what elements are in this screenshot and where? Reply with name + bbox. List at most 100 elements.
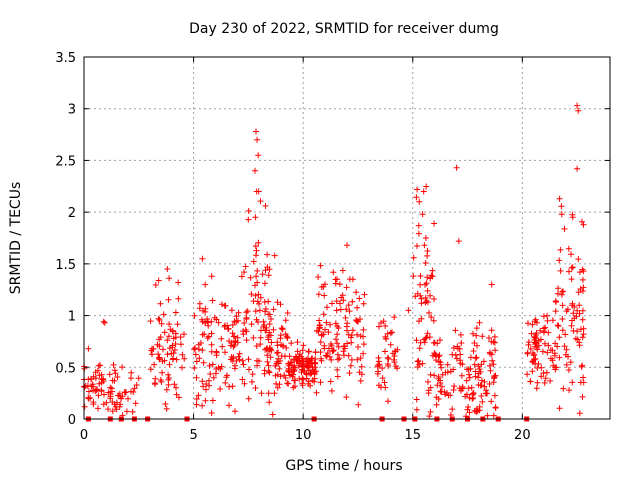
data-point bbox=[451, 383, 458, 390]
data-point bbox=[423, 280, 430, 287]
data-point bbox=[166, 321, 173, 328]
data-point bbox=[540, 370, 547, 377]
data-point bbox=[238, 273, 245, 280]
data-point bbox=[431, 220, 438, 227]
data-point bbox=[212, 370, 219, 377]
data-point bbox=[556, 334, 563, 341]
data-point bbox=[252, 214, 259, 221]
data-point bbox=[275, 349, 281, 356]
data-point bbox=[436, 352, 443, 359]
data-point bbox=[317, 379, 324, 386]
data-point bbox=[300, 342, 307, 349]
data-point bbox=[253, 316, 260, 323]
data-point bbox=[114, 374, 121, 380]
data-point bbox=[470, 330, 476, 337]
data-point bbox=[481, 383, 488, 390]
data-point bbox=[565, 353, 571, 360]
data-point bbox=[427, 384, 434, 391]
data-point bbox=[405, 307, 412, 314]
data-point bbox=[542, 324, 549, 331]
data-point bbox=[557, 267, 564, 274]
data-point bbox=[155, 277, 162, 284]
data-point bbox=[470, 348, 477, 354]
data-point bbox=[554, 343, 561, 350]
data-point bbox=[491, 333, 498, 340]
data-point bbox=[313, 368, 319, 375]
data-point bbox=[566, 387, 573, 394]
y-tick-label: 0.5 bbox=[55, 361, 76, 376]
data-point bbox=[415, 230, 422, 237]
data-point bbox=[191, 346, 197, 353]
grid bbox=[84, 57, 610, 419]
data-point bbox=[97, 362, 104, 369]
data-point bbox=[252, 292, 259, 299]
data-point bbox=[379, 375, 386, 382]
data-point bbox=[387, 341, 394, 348]
data-point bbox=[569, 214, 576, 221]
data-point bbox=[253, 128, 259, 135]
data-point bbox=[263, 324, 270, 331]
data-point bbox=[98, 387, 105, 394]
data-point bbox=[486, 335, 492, 341]
data-point bbox=[250, 334, 257, 341]
data-point bbox=[424, 287, 431, 294]
data-point bbox=[537, 327, 544, 334]
data-point bbox=[382, 323, 389, 329]
data-point bbox=[277, 332, 284, 339]
data-point bbox=[175, 394, 182, 401]
data-point bbox=[253, 343, 260, 349]
data-point bbox=[193, 396, 200, 402]
data-point bbox=[453, 164, 460, 171]
data-point bbox=[575, 289, 582, 296]
data-point bbox=[85, 394, 92, 401]
data-point bbox=[473, 332, 480, 339]
data-point bbox=[325, 329, 332, 336]
data-point bbox=[469, 395, 476, 402]
data-point bbox=[419, 211, 426, 218]
data-points bbox=[81, 102, 587, 422]
data-point bbox=[285, 380, 292, 387]
data-point bbox=[130, 389, 137, 395]
data-point bbox=[266, 345, 273, 352]
data-point bbox=[255, 152, 262, 159]
data-point bbox=[199, 402, 206, 409]
data-point bbox=[245, 356, 252, 363]
data-point bbox=[575, 107, 582, 114]
data-point bbox=[560, 385, 567, 392]
data-point bbox=[567, 359, 574, 366]
data-point bbox=[165, 371, 172, 378]
data-point bbox=[490, 412, 497, 419]
data-point bbox=[339, 267, 346, 274]
data-point bbox=[92, 369, 99, 376]
data-point bbox=[375, 368, 382, 375]
data-point bbox=[208, 341, 215, 348]
data-point bbox=[156, 336, 163, 343]
data-point bbox=[218, 335, 225, 342]
data-point bbox=[337, 300, 343, 307]
data-point bbox=[169, 344, 176, 351]
data-point bbox=[385, 398, 391, 405]
data-point bbox=[191, 365, 198, 371]
data-point bbox=[128, 369, 135, 376]
data-point bbox=[245, 216, 252, 223]
data-point bbox=[147, 366, 154, 373]
data-point bbox=[217, 366, 224, 372]
data-point bbox=[155, 315, 162, 322]
data-point bbox=[478, 393, 485, 399]
data-point bbox=[111, 367, 118, 374]
data-point bbox=[344, 327, 350, 334]
data-point bbox=[480, 358, 487, 365]
data-point bbox=[135, 375, 142, 382]
data-point bbox=[379, 365, 386, 372]
data-point bbox=[262, 306, 269, 312]
data-point bbox=[340, 348, 347, 355]
data-point bbox=[561, 225, 568, 232]
data-point bbox=[456, 345, 463, 352]
data-point bbox=[343, 394, 350, 401]
data-point bbox=[565, 245, 572, 252]
data-point bbox=[467, 365, 474, 372]
data-point bbox=[317, 262, 324, 269]
data-point bbox=[270, 306, 277, 313]
data-point bbox=[527, 345, 534, 352]
data-point bbox=[113, 399, 120, 406]
